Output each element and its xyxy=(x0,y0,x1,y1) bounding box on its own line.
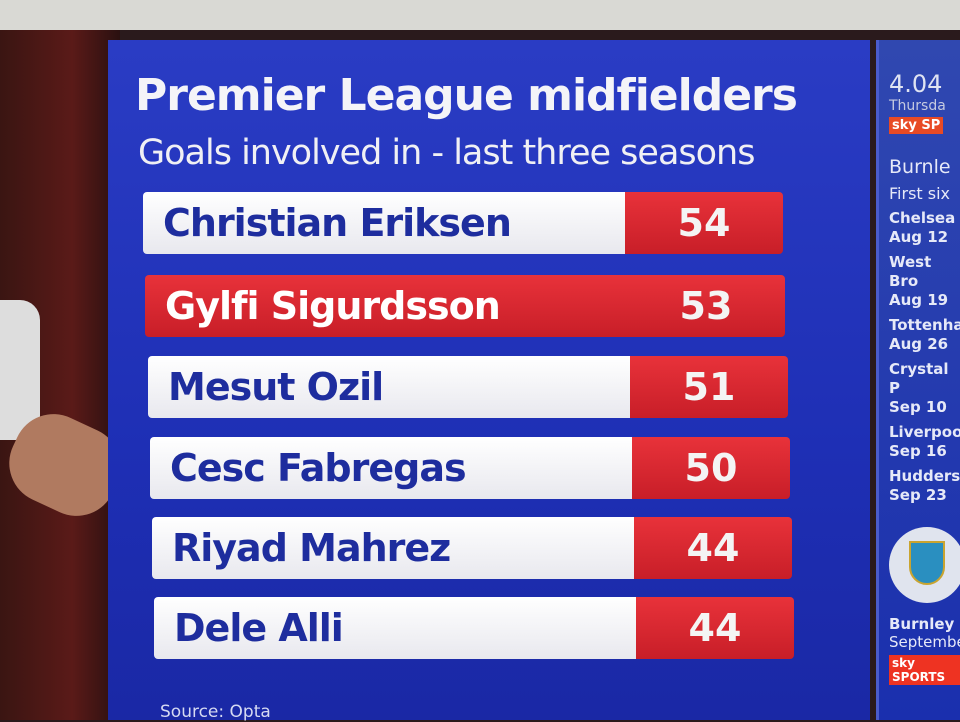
player-name: Dele Alli xyxy=(154,597,636,659)
ranking-row: Christian Eriksen 54 xyxy=(143,192,783,254)
player-image xyxy=(0,300,40,440)
graphic-subtitle: Goals involved in - last three seasons xyxy=(138,133,755,173)
player-value: 44 xyxy=(634,517,792,579)
fixture-date: Aug 12 xyxy=(889,228,949,246)
clock: 4.04 xyxy=(889,70,943,98)
player-name: Mesut Ozil xyxy=(148,356,630,418)
sky-sports-logo: sky SP xyxy=(889,117,944,134)
fixture-opponent: West Bro xyxy=(889,253,932,290)
fixture-item: West Bro Aug 19 xyxy=(889,253,960,310)
tv-bezel xyxy=(0,0,960,30)
fixture-item: Tottenha Aug 26 xyxy=(889,316,960,354)
fixture-item: Crystal P Sep 10 xyxy=(889,360,960,417)
ranking-row: Mesut Ozil 51 xyxy=(148,356,788,418)
bottom-team-name: Burnley xyxy=(889,615,955,633)
fixture-opponent: Chelsea xyxy=(889,209,956,227)
graphic-title: Premier League midfielders xyxy=(135,70,798,121)
fixture-opponent: Huddersf xyxy=(889,467,960,485)
source-note: Source: Opta xyxy=(160,702,271,722)
fixtures-sidebar: 4.04 Thursda sky SP Burnle First six Che… xyxy=(876,40,960,720)
fixture-opponent: Liverpool xyxy=(889,423,960,441)
day-label: Thursda xyxy=(889,98,946,114)
fixture-opponent: Tottenha xyxy=(889,316,960,334)
club-crest-icon xyxy=(889,527,960,603)
player-value: 44 xyxy=(636,597,794,659)
player-name: Gylfi Sigurdsson xyxy=(145,275,627,337)
fixture-date: Aug 26 xyxy=(889,335,949,353)
ranking-row: Riyad Mahrez 44 xyxy=(152,517,792,579)
player-value: 53 xyxy=(627,275,785,337)
player-name: Christian Eriksen xyxy=(143,192,625,254)
sky-sports-logo-bottom: sky SPORTS xyxy=(889,655,960,685)
player-value: 51 xyxy=(630,356,788,418)
fixture-opponent: Crystal P xyxy=(889,360,949,397)
bottom-subtitle: September xyxy=(889,633,960,651)
ranking-row: Cesc Fabregas 50 xyxy=(150,437,790,499)
fixture-date: Sep 10 xyxy=(889,398,947,416)
fixture-date: Sep 16 xyxy=(889,442,947,460)
player-value: 50 xyxy=(632,437,790,499)
team-name: Burnle xyxy=(889,156,951,178)
ranking-row: Dele Alli 44 xyxy=(154,597,794,659)
fixture-item: Chelsea Aug 12 xyxy=(889,209,960,247)
fixture-item: Liverpool Sep 16 xyxy=(889,423,960,461)
player-value: 54 xyxy=(625,192,783,254)
ranking-row-highlighted: Gylfi Sigurdsson 53 xyxy=(145,275,785,337)
player-name: Riyad Mahrez xyxy=(152,517,634,579)
fixture-date: Sep 23 xyxy=(889,486,947,504)
player-name: Cesc Fabregas xyxy=(150,437,632,499)
first-six-label: First six xyxy=(889,184,951,203)
fixture-date: Aug 19 xyxy=(889,291,949,309)
fixture-item: Huddersf Sep 23 xyxy=(889,467,960,505)
